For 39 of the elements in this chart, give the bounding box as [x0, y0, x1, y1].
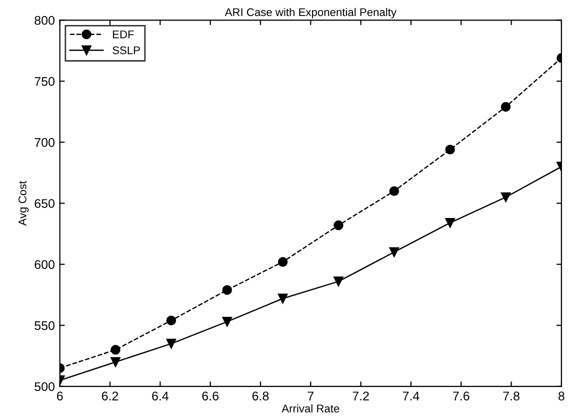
point	[222, 285, 232, 295]
point	[166, 338, 176, 349]
x-tick-label: 7.2	[352, 392, 369, 400]
point	[110, 357, 120, 367]
y-axis-title: Avg Cost	[18, 180, 29, 226]
chart-title: ARI Case with Exponential Penalty	[224, 8, 396, 18]
point	[389, 186, 400, 196]
point	[500, 102, 511, 112]
y-tick-label: 700	[34, 138, 54, 147]
point	[445, 218, 455, 228]
y-tick-label: 550	[34, 321, 54, 330]
x-tick-label: 6.4	[152, 392, 168, 400]
point	[334, 220, 344, 230]
y-tick-label: 600	[34, 260, 54, 269]
point	[278, 257, 288, 267]
legend-label: EDF	[112, 30, 134, 38]
x-tick-label: 7.8	[503, 392, 520, 400]
x-tick-label: 8	[558, 392, 564, 400]
y-tick-label: 650	[34, 199, 54, 208]
x-tick-label: 6.2	[102, 392, 118, 400]
point	[110, 344, 120, 355]
point	[278, 294, 288, 304]
point	[500, 192, 511, 202]
point	[445, 144, 455, 154]
x-tick-label: 6	[57, 392, 63, 400]
point	[166, 316, 176, 326]
point	[334, 276, 344, 286]
legend-label: SSLP	[112, 46, 140, 54]
y-tick-label: 750	[34, 77, 54, 86]
x-tick-label: 7.6	[453, 392, 470, 400]
x-tick-label: 7	[308, 392, 314, 400]
point	[389, 247, 400, 257]
y-tick-label: 500	[34, 382, 54, 392]
point	[222, 316, 232, 327]
y-tick-label: 800	[34, 16, 54, 25]
x-tick-label: 7.4	[402, 392, 420, 400]
x-tick-label: 6.8	[252, 392, 269, 400]
x-axis-title: Arrival Rate	[282, 404, 340, 412]
x-tick-label: 6.6	[202, 392, 218, 400]
